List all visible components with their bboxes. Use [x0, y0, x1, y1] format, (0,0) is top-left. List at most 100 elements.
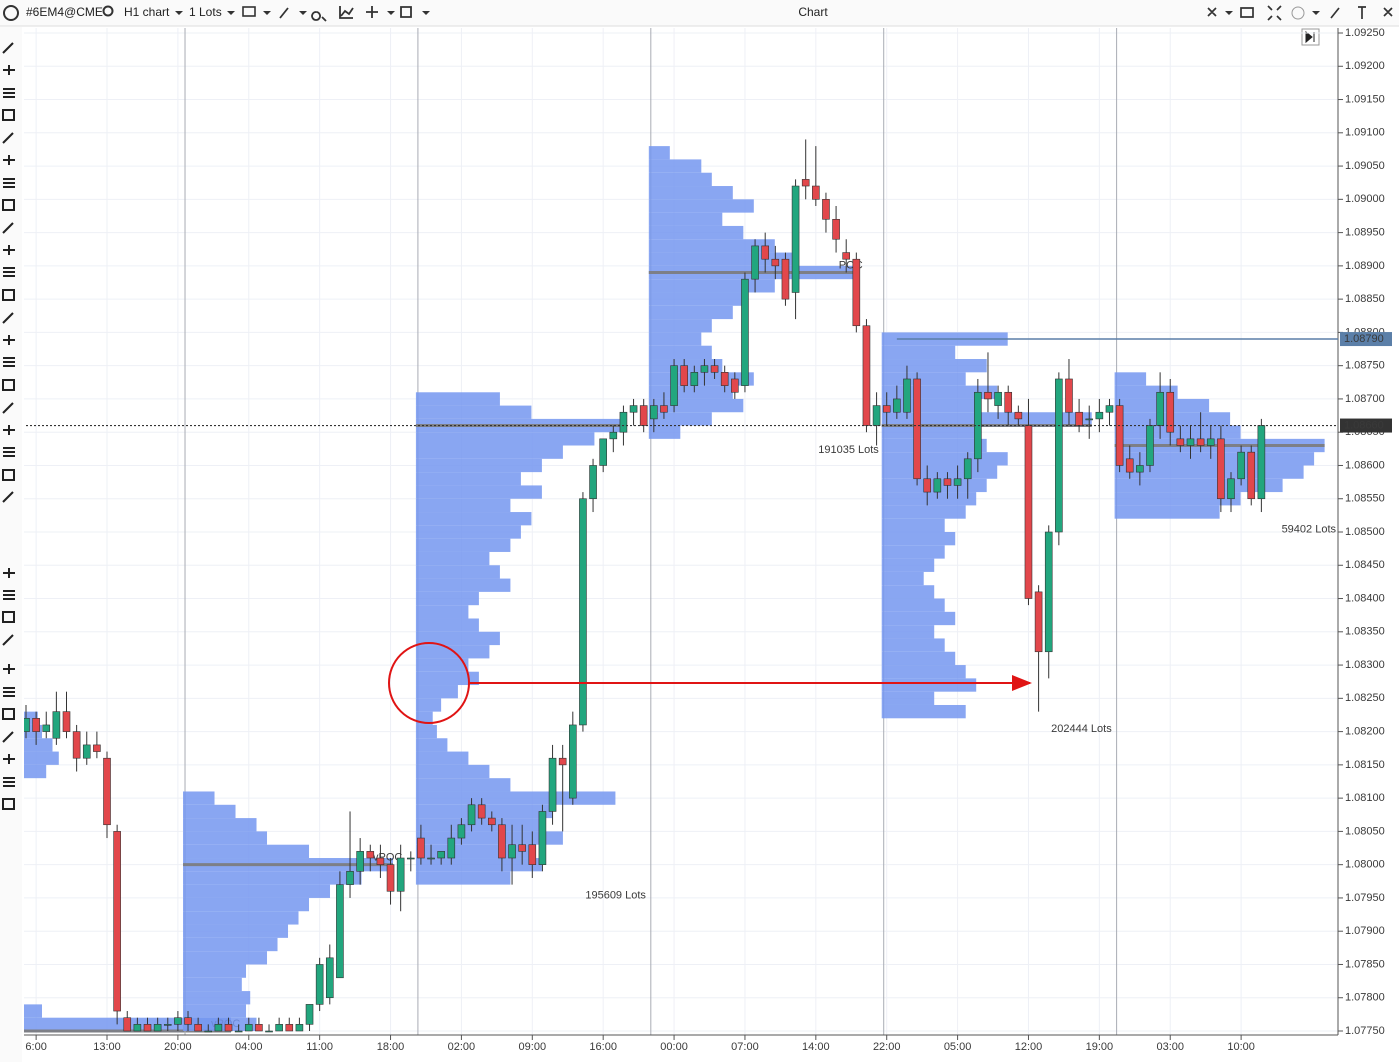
- y-tick-label: 1.09050: [1345, 160, 1385, 172]
- tool-icon[interactable]: [3, 357, 15, 367]
- y-tick-label: 1.07800: [1345, 992, 1385, 1004]
- symbol[interactable]: #6EM4@CME: [26, 5, 103, 19]
- volume-bar: [881, 598, 945, 612]
- volume-bar: [183, 804, 236, 819]
- tool-icon[interactable]: [3, 425, 15, 435]
- highlight-circle: [388, 642, 470, 724]
- tool-icon[interactable]: [3, 88, 15, 98]
- tool-icon[interactable]: [2, 731, 14, 743]
- y-tick-label: 1.08950: [1345, 227, 1385, 239]
- logo[interactable]: [3, 5, 19, 21]
- candle-body: [336, 884, 344, 979]
- volume-bar: [881, 532, 956, 546]
- tool-icon[interactable]: [3, 590, 15, 600]
- tool-icon[interactable]: [2, 289, 15, 301]
- tool-icon[interactable]: [3, 65, 15, 75]
- candle-body: [153, 1024, 162, 1032]
- candle-body: [1257, 425, 1266, 500]
- tool-icon[interactable]: [2, 469, 15, 481]
- volume-bar: [183, 977, 242, 992]
- tool-icon[interactable]: [2, 611, 15, 623]
- x-tick-label: 13:00: [93, 1041, 121, 1053]
- candle-body: [1115, 405, 1124, 466]
- x-tick-label: 14:00: [802, 1041, 830, 1053]
- x-tick-label: 18:00: [377, 1041, 405, 1053]
- dropdowns[interactable]: [227, 11, 430, 15]
- y-tick-label: 1.08100: [1345, 792, 1385, 804]
- y-tick-label: 1.08750: [1345, 360, 1385, 372]
- window-title: Chart: [798, 5, 828, 19]
- display-icon[interactable]: [242, 6, 256, 17]
- tool-icon[interactable]: [2, 798, 15, 810]
- tool-icon[interactable]: [3, 687, 15, 697]
- candle-body: [822, 199, 830, 220]
- tool-icon[interactable]: [3, 777, 15, 787]
- y-tick-label: 1.08000: [1345, 859, 1385, 871]
- tool-icon[interactable]: [2, 634, 14, 646]
- tool-icon[interactable]: [2, 312, 14, 324]
- candle-body: [741, 278, 749, 386]
- drawing-tools[interactable]: [2, 42, 15, 810]
- tool-icon[interactable]: [3, 568, 15, 578]
- lots[interactable]: 1 Lots: [189, 5, 222, 19]
- window-icons[interactable]: [1207, 5, 1393, 21]
- tool-icon[interactable]: [3, 754, 15, 764]
- tool-icon[interactable]: [3, 155, 15, 165]
- candle-body: [477, 804, 486, 819]
- tool-icon[interactable]: [3, 664, 15, 674]
- candle-body: [356, 851, 364, 872]
- tool-icon[interactable]: [2, 708, 15, 720]
- tool-icon[interactable]: [3, 245, 15, 255]
- tool-icon[interactable]: [3, 267, 15, 277]
- candle-body: [32, 717, 40, 732]
- tool-icon[interactable]: [2, 491, 14, 503]
- volume-bar: [183, 951, 268, 965]
- volume-bar: [415, 724, 437, 739]
- tool-icon[interactable]: [2, 132, 14, 144]
- search-icon[interactable]: [102, 5, 114, 17]
- x-tick-label: 10:00: [1227, 1041, 1255, 1053]
- tool-icon[interactable]: [2, 109, 15, 121]
- volume-bar: [24, 738, 53, 752]
- y-tick-label: 1.07850: [1345, 958, 1385, 970]
- volume-bar: [415, 578, 511, 592]
- timeframe[interactable]: H1 chart: [124, 5, 170, 19]
- volume-bar: [415, 818, 542, 832]
- candle-body: [720, 372, 729, 386]
- dropdown[interactable]: [175, 11, 183, 15]
- volume-bar: [648, 412, 712, 426]
- tool-icon[interactable]: [2, 379, 15, 391]
- tool-icon[interactable]: [3, 178, 15, 188]
- tool-icon[interactable]: [3, 447, 15, 457]
- candle-body: [923, 478, 932, 493]
- tool-icon[interactable]: [2, 199, 15, 211]
- x-tick-label: 12:00: [1015, 1041, 1043, 1053]
- x-tick-label: 6:00: [25, 1041, 46, 1053]
- scroll-icon[interactable]: [1305, 30, 1315, 44]
- volume-bar: [881, 425, 977, 439]
- candle-body: [761, 245, 769, 260]
- circle-icon[interactable]: [1291, 6, 1305, 20]
- volume-bar: [415, 685, 458, 699]
- volume-bar: [1114, 372, 1147, 386]
- volume-bar: [648, 252, 796, 266]
- tool-icon[interactable]: [2, 222, 14, 234]
- tool-icon[interactable]: [2, 402, 14, 414]
- top-toolbar: [0, 0, 1399, 26]
- candle-body: [710, 365, 719, 373]
- candle-body: [933, 478, 942, 493]
- candle-body: [690, 372, 699, 386]
- tool-icons[interactable]: [279, 6, 412, 22]
- candle-body: [265, 1030, 273, 1033]
- candle-body: [1206, 438, 1215, 446]
- volume-bar: [183, 1004, 247, 1018]
- candle-body: [386, 864, 395, 892]
- volume-bar: [648, 212, 723, 226]
- tool-icon[interactable]: [3, 335, 15, 345]
- x-tick-label: 11:00: [306, 1041, 333, 1053]
- tool-icon[interactable]: [2, 42, 14, 54]
- y-tick-label: 1.08500: [1345, 526, 1385, 538]
